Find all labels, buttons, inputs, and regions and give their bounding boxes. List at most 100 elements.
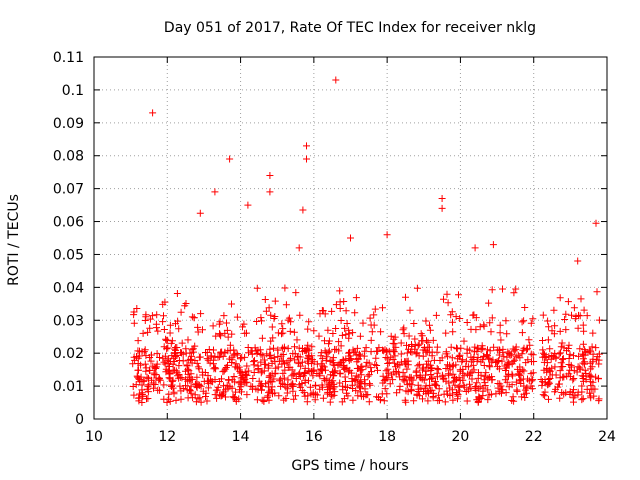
- data-point: [577, 295, 585, 303]
- data-point: [281, 284, 289, 292]
- data-point: [271, 297, 279, 305]
- data-point: [383, 390, 391, 398]
- data-point: [514, 365, 522, 373]
- data-point: [183, 362, 191, 370]
- data-point: [284, 385, 292, 393]
- data-point: [233, 313, 241, 321]
- data-point: [150, 384, 157, 392]
- data-point: [352, 372, 360, 380]
- y-tick-label: 0.09: [53, 116, 84, 132]
- data-point: [579, 321, 587, 329]
- data-point: [556, 294, 564, 302]
- data-point: [448, 354, 456, 362]
- data-point: [353, 344, 361, 352]
- data-point: [332, 301, 340, 309]
- data-point: [264, 364, 272, 372]
- data-point: [565, 370, 573, 378]
- data-point: [589, 378, 597, 386]
- data-point: [498, 357, 506, 365]
- data-point: [488, 314, 496, 322]
- data-point: [193, 373, 201, 381]
- data-point: [342, 331, 350, 339]
- data-point: [552, 353, 560, 361]
- data-point: [389, 376, 397, 384]
- y-axis-label: ROTI / TECUs: [6, 194, 22, 286]
- data-point: [407, 387, 415, 395]
- data-point: [509, 372, 517, 380]
- data-point: [551, 363, 559, 371]
- data-point: [244, 344, 252, 351]
- data-point: [196, 394, 204, 402]
- data-point: [274, 346, 282, 354]
- data-point: [194, 395, 202, 403]
- data-point: [261, 360, 269, 368]
- data-point: [295, 344, 303, 352]
- data-point: [464, 363, 472, 371]
- data-point: [257, 358, 265, 366]
- data-point: [195, 365, 203, 373]
- data-point: [165, 374, 173, 382]
- data-point: [354, 373, 362, 381]
- data-point: [403, 341, 410, 349]
- data-point: [331, 345, 339, 353]
- x-axis-label: GPS time / hours: [291, 458, 408, 474]
- data-point: [477, 394, 485, 402]
- y-tick-label: 0.1: [62, 83, 84, 99]
- data-point: [562, 326, 570, 334]
- data-point: [202, 349, 209, 356]
- data-point: [188, 352, 196, 360]
- data-point: [243, 391, 251, 399]
- data-point: [356, 384, 364, 392]
- data-point: [336, 287, 344, 295]
- data-point: [349, 396, 357, 404]
- data-point: [364, 372, 372, 380]
- data-point: [249, 383, 257, 391]
- data-point: [416, 374, 424, 382]
- data-point: [434, 366, 442, 374]
- data-point: [343, 320, 351, 327]
- data-point: [419, 364, 427, 372]
- data-point: [320, 363, 328, 371]
- data-point: [262, 307, 270, 315]
- data-point: [179, 357, 187, 365]
- data-point: [576, 364, 584, 372]
- data-point: [557, 343, 565, 351]
- data-point: [267, 351, 275, 359]
- data-point: [386, 380, 394, 388]
- data-point: [305, 318, 313, 326]
- data-point: [399, 326, 407, 334]
- data-point: [152, 363, 160, 371]
- data-point: [345, 368, 353, 376]
- data-point: [261, 356, 269, 364]
- data-point: [237, 369, 245, 377]
- data-point: [379, 379, 387, 387]
- data-point: [243, 362, 251, 370]
- data-point: [400, 330, 408, 338]
- data-point: [449, 370, 457, 378]
- data-point: [593, 353, 601, 361]
- data-point: [349, 329, 357, 337]
- data-point: [277, 382, 285, 390]
- data-point: [286, 327, 294, 335]
- data-point: [306, 368, 314, 375]
- data-point: [501, 376, 509, 384]
- data-point: [317, 365, 325, 373]
- data-point: [221, 329, 229, 337]
- data-point: [449, 378, 457, 386]
- data-point: [267, 337, 275, 345]
- data-point: [468, 375, 476, 383]
- data-point: [284, 376, 292, 384]
- data-point: [402, 360, 410, 368]
- data-point: [564, 298, 572, 306]
- data-point: [301, 392, 309, 400]
- data-point: [366, 314, 374, 322]
- data-point: [429, 394, 437, 402]
- data-point: [278, 330, 285, 338]
- data-point: [346, 366, 354, 374]
- data-point: [511, 356, 519, 364]
- data-point: [303, 346, 311, 354]
- data-point: [521, 304, 529, 311]
- data-point: [371, 361, 379, 369]
- data-point: [383, 231, 391, 239]
- data-point: [278, 379, 286, 387]
